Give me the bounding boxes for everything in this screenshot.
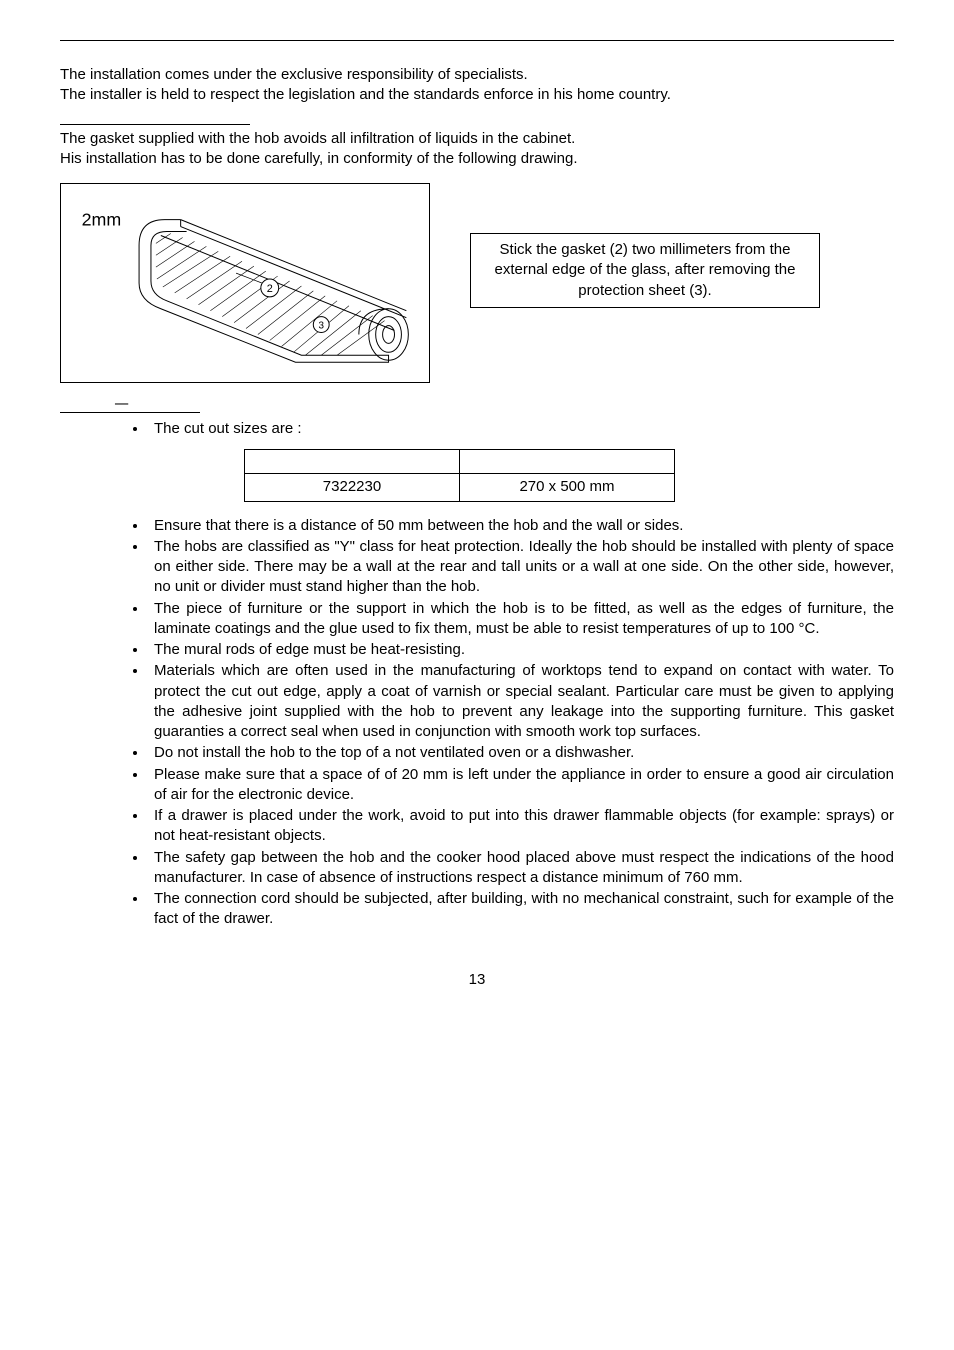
gasket-line2: His installation has to be done carefull… (60, 149, 894, 169)
top-rule (60, 40, 894, 41)
list-item: Do not install the hob to the top of a n… (148, 743, 894, 763)
table-cell-size: 270 x 500 mm (460, 474, 675, 501)
callout-box: Stick the gasket (2) two millimeters fro… (470, 233, 820, 308)
list-item: The connection cord should be subjected,… (148, 889, 894, 930)
list-item: Please make sure that a space of of 20 m… (148, 765, 894, 806)
callout-text: Stick the gasket (2) two millimeters fro… (494, 241, 795, 299)
intro-line1: The installation comes under the exclusi… (60, 65, 894, 85)
svg-text:3: 3 (318, 321, 324, 332)
table-cell-ref: 7322230 (245, 474, 460, 501)
list-item: Materials which are often used in the ma… (148, 661, 894, 742)
page-number: 13 (60, 970, 894, 990)
gasket-diagram: 2mm (60, 183, 430, 383)
svg-text:2: 2 (267, 283, 273, 295)
diagram-svg: 2mm (61, 184, 429, 382)
bullet-list: The cut out sizes are : 7322230 270 x 50… (60, 419, 894, 930)
list-item: Ensure that there is a distance of 50 mm… (148, 516, 894, 536)
cutout-intro: The cut out sizes are : (154, 420, 302, 437)
gasket-text: The gasket supplied with the hob avoids … (60, 129, 894, 170)
gasket-line1: The gasket supplied with the hob avoids … (60, 129, 894, 149)
table-row (245, 450, 675, 474)
svg-text:2mm: 2mm (82, 210, 122, 230)
list-item: The safety gap between the hob and the c… (148, 848, 894, 889)
list-item: The mural rods of edge must be heat-resi… (148, 640, 894, 660)
cutout-table: 7322230 270 x 500 mm (244, 449, 675, 501)
blank-heading-rule-1 (60, 124, 250, 125)
cutout-intro-item: The cut out sizes are : 7322230 270 x 50… (148, 419, 894, 502)
list-item: If a drawer is placed under the work, av… (148, 806, 894, 847)
table-header-left (245, 450, 460, 474)
diagram-row: 2mm (60, 183, 894, 383)
list-item: The piece of furniture or the support in… (148, 599, 894, 640)
blank-heading-rule-2 (60, 412, 200, 413)
minus-glyph: _ (60, 391, 894, 402)
intro-block: The installation comes under the exclusi… (60, 65, 894, 106)
list-item: The hobs are classified as "Y" class for… (148, 537, 894, 598)
intro-line2: The installer is held to respect the leg… (60, 85, 894, 105)
table-header-right (460, 450, 675, 474)
table-row: 7322230 270 x 500 mm (245, 474, 675, 501)
